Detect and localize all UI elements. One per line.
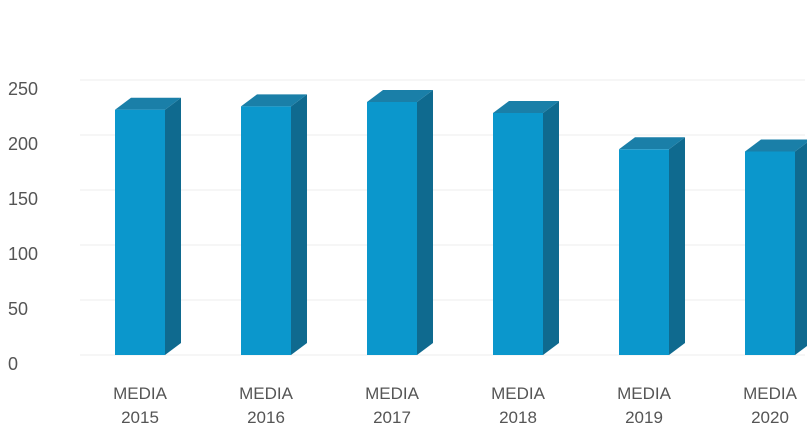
bar-top xyxy=(619,137,685,150)
x-tick-label-line1: MEDIA xyxy=(617,384,672,403)
bars xyxy=(115,90,807,356)
bar xyxy=(241,94,307,356)
x-tick-label-line1: MEDIA xyxy=(491,384,546,403)
x-tick-label-line1: MEDIA xyxy=(743,384,798,403)
y-tick-label: 100 xyxy=(8,244,38,264)
bar-front xyxy=(619,149,669,355)
bar-top xyxy=(367,90,433,102)
bar-side xyxy=(795,142,807,355)
y-tick-label: 250 xyxy=(8,79,38,99)
bar-top xyxy=(493,101,559,113)
x-tick-label-line1: MEDIA xyxy=(239,384,294,403)
x-tick-label: MEDIA 2020 xyxy=(743,384,798,427)
bar-top xyxy=(241,94,307,107)
bar-front xyxy=(367,102,417,355)
y-tick-label: 0 xyxy=(8,354,18,374)
bar-front xyxy=(241,106,291,356)
x-tick-label-line2: 2020 xyxy=(751,408,789,427)
bar-side xyxy=(417,90,433,355)
y-tick-label: 150 xyxy=(8,189,38,209)
y-tick-label: 50 xyxy=(8,299,28,319)
x-tick-label: MEDIA 2015 xyxy=(113,384,168,427)
bar-side xyxy=(291,94,307,356)
bar-side xyxy=(165,97,181,355)
bar xyxy=(115,97,181,355)
x-tick-label-line1: MEDIA xyxy=(113,384,168,403)
bar xyxy=(367,90,433,355)
bar-side xyxy=(669,137,685,355)
x-tick-label: MEDIA 2019 xyxy=(617,384,672,427)
x-tick-label-line2: 2019 xyxy=(625,408,663,427)
bar-side xyxy=(543,101,559,355)
bar-front xyxy=(745,151,795,355)
bar-front xyxy=(493,113,543,355)
x-tick-label: MEDIA 2017 xyxy=(365,384,420,427)
bar xyxy=(619,137,685,355)
x-tick-label: MEDIA 2018 xyxy=(491,384,546,427)
grid-layer xyxy=(80,79,805,356)
bar xyxy=(745,139,807,355)
x-tick-label-line2: 2016 xyxy=(247,408,285,427)
x-tick-label-line2: 2018 xyxy=(499,408,537,427)
bar-top xyxy=(115,97,181,110)
y-tick-label: 200 xyxy=(8,134,38,154)
x-tick-label-line2: 2015 xyxy=(121,408,159,427)
bar-front xyxy=(115,109,165,355)
x-tick-label: MEDIA 2016 xyxy=(239,384,294,427)
bar xyxy=(493,101,559,355)
bar-top xyxy=(745,139,807,152)
x-tick-label-line2: 2017 xyxy=(373,408,411,427)
x-tick-label-line1: MEDIA xyxy=(365,384,420,403)
y-axis-ticks: 0 50 100 150 200 250 xyxy=(8,79,38,374)
